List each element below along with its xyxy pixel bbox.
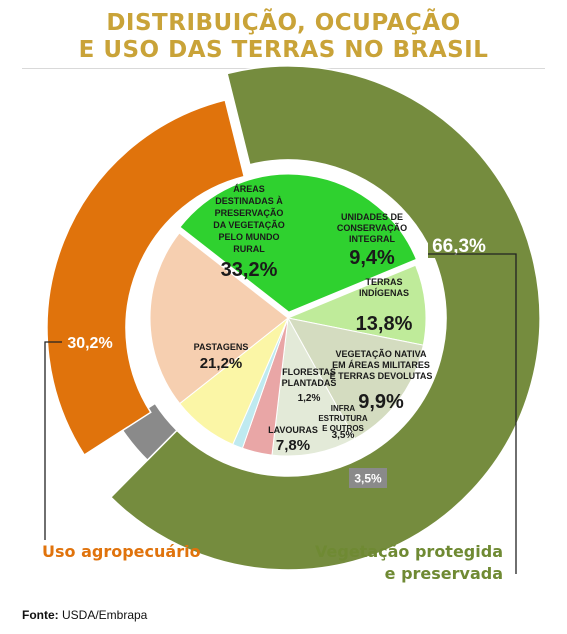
inner-slice-value-0: 33,2%	[221, 259, 278, 281]
inner-slice-label-7-line: PASTAGENS	[194, 342, 249, 352]
outer-value-label-0: 66,3%	[432, 236, 486, 257]
inner-slice-label-4: INFRA ESTRUTURA E OUTROS	[318, 404, 368, 433]
inner-slice-label-3-line: EM ÁREAS MILITARES	[332, 360, 430, 370]
inner-slice-label-7: PASTAGENS	[194, 342, 249, 352]
outer-value-label-1: 3,5%	[354, 471, 382, 485]
chart-title: DISTRIBUIÇÃO, OCUPAÇÃO E USO DAS TERRAS …	[0, 10, 567, 64]
inner-slice-label-1-line: INTEGRAL	[349, 234, 396, 244]
legend-protected-line-2: e preservada	[384, 564, 503, 583]
inner-slice-label-2: TERRAS INDÍGENAS	[359, 277, 409, 298]
inner-slice-7	[149, 232, 289, 405]
inner-slice-0	[179, 173, 417, 313]
inner-slice-label-6: LAVOURAS	[268, 425, 318, 435]
inner-slice-label-2-line: INDÍGENAS	[359, 288, 409, 298]
leader-line-agro	[44, 341, 62, 540]
outer-value-bg-1	[349, 468, 387, 488]
inner-slice-label-0-line: DESTINADAS À	[215, 196, 283, 206]
leader-line-protected	[428, 253, 517, 574]
inner-slice-label-1-line: CONSERVAÇÃO	[337, 223, 407, 233]
inner-slice-label-0: ÁREAS DESTINADAS À PRESERVAÇÃO DA VEGETAÇÃO…	[213, 184, 285, 254]
inner-slice-3	[271, 316, 356, 457]
inner-slice-label-5-line: PLANTADAS	[282, 378, 337, 388]
inner-slice-label-1-line: UNIDADES DE	[341, 212, 403, 222]
legend-protected-line-1: Vegetação protegida	[315, 542, 503, 561]
inner-slice-label-5-line: FLORESTAS	[282, 367, 336, 377]
inner-slice-value-7: 21,2%	[200, 355, 243, 372]
inner-slice-value-1: 9,4%	[349, 247, 395, 269]
inner-slice-value-6: 7,8%	[276, 437, 310, 454]
chart-title-line-2: E USO DAS TERRAS NO BRASIL	[78, 37, 489, 63]
source-prefix: Fonte:	[22, 608, 59, 622]
inner-slice-value-2: 13,8%	[356, 313, 413, 335]
inner-slice-label-0-line: RURAL	[233, 244, 265, 254]
inner-slice-label-0-line: PRESERVAÇÃO	[215, 208, 284, 218]
inner-slice-label-4-line: E OUTROS	[322, 424, 364, 433]
inner-slice-label-3-line: VEGETAÇÃO NATIVA	[335, 349, 427, 359]
inner-slice-label-5: FLORESTAS PLANTADAS	[282, 367, 337, 388]
inner-slice-label-0-line: PELO MUNDO	[218, 232, 279, 242]
outer-ring-segment-0	[109, 65, 541, 571]
inner-slice-label-6-line: LAVOURAS	[268, 425, 318, 435]
source-note: Fonte: USDA/Embrapa	[22, 608, 147, 622]
outer-ring-segment-2	[46, 99, 246, 457]
inner-slice-label-3: VEGETAÇÃO NATIVA EM ÁREAS MILITARES E TERR…	[330, 349, 433, 381]
inner-slice-label-2-line: TERRAS	[365, 277, 402, 287]
chart-title-line-1: DISTRIBUIÇÃO, OCUPAÇÃO	[106, 10, 461, 36]
inner-slice-label-4-line: ESTRUTURA	[318, 414, 368, 423]
inner-slice-label-4-line: INFRA	[331, 404, 356, 413]
inner-slice-2	[287, 317, 424, 440]
outer-value-bg-2	[63, 331, 117, 353]
source-text: USDA/Embrapa	[58, 608, 148, 622]
outer-value-label-2: 30,2%	[67, 335, 112, 352]
inner-slice-value-5: 1,2%	[298, 393, 321, 404]
inner-slice-label-3-line: E TERRAS DEVOLUTAS	[330, 371, 433, 381]
legend-protected-vegetation: Vegetação protegida e preservada	[315, 541, 503, 585]
inner-slice-1	[286, 264, 427, 346]
inner-slice-value-3: 9,9%	[358, 391, 404, 413]
inner-slice-label-0-line: DA VEGETAÇÃO	[213, 220, 285, 230]
inner-slice-label-0-line: ÁREAS	[233, 184, 265, 194]
inner-slice-value-4: 3,5%	[332, 430, 355, 441]
inner-slice-label-1: UNIDADES DE CONSERVAÇÃO INTEGRAL	[337, 212, 407, 244]
legend-agro-use: Uso agropecuário	[42, 542, 201, 561]
